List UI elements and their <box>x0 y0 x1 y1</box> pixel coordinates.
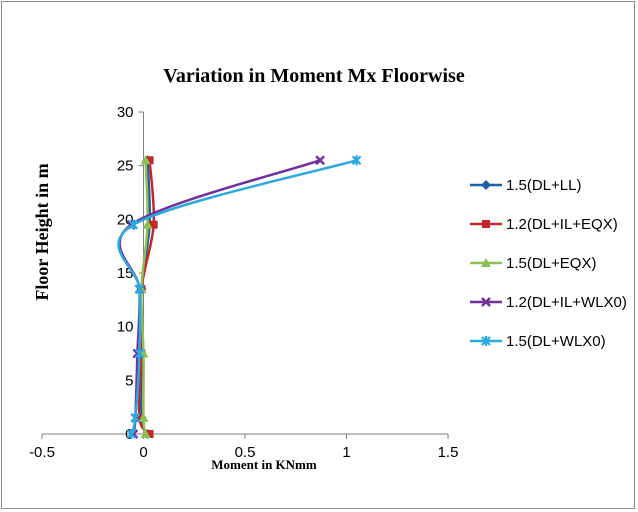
series-layer <box>119 155 361 439</box>
chart-title: Variation in Moment Mx Floorwise <box>163 65 465 87</box>
x-axis-title: Moment in KNmm <box>211 457 317 472</box>
series-line <box>141 160 147 434</box>
legend-label: 1.5(DL+WLX0) <box>506 333 606 350</box>
legend-marker <box>481 180 491 190</box>
y-axis-title: Floor Height in m <box>32 163 52 300</box>
legend-label: 1.2(DL+IL+EQX) <box>506 216 618 233</box>
x-tick-label: 1.5 <box>438 444 459 461</box>
y-tick-label: 30 <box>117 104 134 121</box>
x-tick-label: 0 <box>139 444 147 461</box>
x-tick-label: 0.5 <box>235 444 256 461</box>
series-5 <box>119 155 361 439</box>
legend-item: 1.2(DL+IL+WLX0) <box>470 294 627 311</box>
legend-marker <box>482 220 490 228</box>
legend-item: 1.5(DL+LL) <box>470 177 581 194</box>
legend-item: 1.5(DL+WLX0) <box>470 333 606 350</box>
legend-label: 1.2(DL+IL+WLX0) <box>506 294 627 311</box>
legend-item: 1.5(DL+EQX) <box>470 255 596 272</box>
legend-label: 1.5(DL+LL) <box>506 177 581 194</box>
y-tick-label: 5 <box>125 372 133 389</box>
legend-item: 1.2(DL+IL+EQX) <box>470 216 618 233</box>
y-tick-label: 25 <box>117 158 134 175</box>
legend-label: 1.5(DL+EQX) <box>506 255 596 272</box>
x-tick-label: 1 <box>342 444 350 461</box>
y-tick-label: 10 <box>117 319 134 336</box>
legend: 1.5(DL+LL) 1.2(DL+IL+EQX) 1.5(DL+EQX) 1.2(D… <box>470 177 627 350</box>
x-tick-label: -0.5 <box>29 444 55 461</box>
